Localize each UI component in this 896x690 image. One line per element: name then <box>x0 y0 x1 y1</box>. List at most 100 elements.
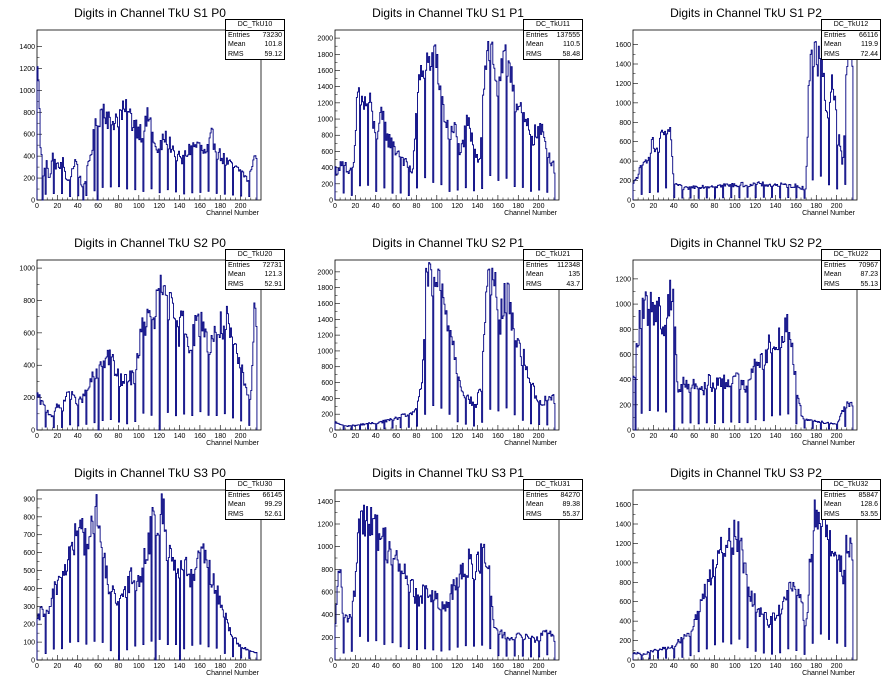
x-axis-label: Channel Number <box>504 670 558 677</box>
stats-value: 53.55 <box>860 510 878 518</box>
histogram-series <box>36 66 258 201</box>
x-tick-label: 100 <box>729 663 741 670</box>
stats-box: DC_TkU20 Entries 72731 Mean 121.3 RMS 52.91 <box>225 249 285 290</box>
histogram-series <box>632 36 854 200</box>
histogram-pad: 0 200 400 600 800 1000 1200 0 20 40 60 80 100 120 140 1… <box>597 230 895 460</box>
x-tick-label: 0 <box>333 203 337 210</box>
stats-row-rms: RMS 59.12 <box>226 50 284 60</box>
x-tick-label: 200 <box>235 433 247 440</box>
y-tick-label: 1200 <box>317 333 333 340</box>
y-tick-label: 1400 <box>19 44 35 51</box>
stats-value: 85847 <box>858 491 878 499</box>
histogram-plot: 0 200 400 600 800 1000 1200 1400 1600 1800 2000 0 20… <box>317 29 560 217</box>
x-tick-label: 100 <box>133 663 145 670</box>
stats-label: Entries <box>824 261 846 269</box>
stats-value: 112348 <box>557 261 580 269</box>
x-tick-label: 100 <box>133 433 145 440</box>
stats-box: DC_TkU21 Entries 112348 Mean 135 RMS 43.7 <box>523 249 583 290</box>
x-tick-label: 20 <box>649 203 657 210</box>
y-tick-label: 1000 <box>317 117 333 124</box>
y-tick-label: 800 <box>23 298 35 305</box>
y-tick-label: 0 <box>31 658 35 665</box>
stats-value: 87.23 <box>860 271 878 278</box>
stats-name: DC_TkU32 <box>822 480 880 491</box>
x-tick-label: 180 <box>214 663 226 670</box>
plot-title: Digits in Channel TkU S2 P2 <box>670 236 822 250</box>
stats-value: 58.48 <box>562 50 580 58</box>
y-tick-label: 2000 <box>317 269 333 276</box>
x-tick-label: 180 <box>214 433 226 440</box>
stats-label: Entries <box>228 491 250 499</box>
x-tick-label: 200 <box>533 663 545 670</box>
x-tick-label: 200 <box>235 203 247 210</box>
x-tick-label: 40 <box>372 203 380 210</box>
histogram-series <box>334 40 556 200</box>
stats-row-entries: Entries 66145 <box>226 491 284 501</box>
x-tick-label: 120 <box>749 203 761 210</box>
y-tick-label: 600 <box>23 550 35 557</box>
stats-row-entries: Entries 137555 <box>524 31 582 41</box>
histogram-plot: 0 100 200 300 400 500 600 700 800 900 0 20 40 60 80 100… <box>23 489 262 677</box>
y-tick-label: 1000 <box>317 348 333 355</box>
stats-label: Entries <box>228 31 250 39</box>
x-axis-label: Channel Number <box>802 440 856 447</box>
stats-label: Entries <box>526 31 548 39</box>
stats-label: Mean <box>228 271 246 278</box>
histogram-plot: 0 200 400 600 800 1000 1200 1400 1600 0 20 40 60 80 10… <box>615 489 858 677</box>
y-tick-label: 1200 <box>615 81 631 88</box>
plot-title: Digits in Channel TkU S3 P0 <box>74 466 226 480</box>
y-tick-label: 1000 <box>615 100 631 107</box>
y-tick-label: 200 <box>23 622 35 629</box>
y-tick-label: 1000 <box>317 544 333 551</box>
y-tick-label: 2000 <box>317 36 333 43</box>
stats-row-mean: Mean 99.29 <box>226 500 284 510</box>
stats-label: Entries <box>526 491 548 499</box>
x-tick-label: 20 <box>53 663 61 670</box>
y-tick-label: 1400 <box>317 317 333 324</box>
stats-row-rms: RMS 55.13 <box>822 280 880 290</box>
stats-value: 72731 <box>262 261 282 269</box>
stats-label: RMS <box>228 510 244 518</box>
stats-row-mean: Mean 101.8 <box>226 40 284 50</box>
y-tick-label: 200 <box>321 635 333 642</box>
stats-label: RMS <box>526 510 542 518</box>
stats-value: 52.91 <box>264 280 282 288</box>
y-tick-label: 1200 <box>317 100 333 107</box>
x-tick-label: 60 <box>94 433 102 440</box>
y-tick-label: 1000 <box>615 302 631 309</box>
stats-label: RMS <box>824 510 840 518</box>
y-tick-label: 1200 <box>19 66 35 73</box>
x-tick-label: 200 <box>831 203 843 210</box>
stats-label: Mean <box>228 41 246 48</box>
x-tick-label: 0 <box>35 663 39 670</box>
stats-box: DC_TkU11 Entries 137555 Mean 110.5 RMS 58.48 <box>523 19 583 60</box>
stats-row-mean: Mean 135 <box>524 270 582 280</box>
stats-row-mean: Mean 119.9 <box>822 40 880 50</box>
x-tick-label: 100 <box>133 203 145 210</box>
y-tick-label: 800 <box>23 110 35 117</box>
y-tick-label: 600 <box>321 590 333 597</box>
x-tick-label: 80 <box>711 433 719 440</box>
x-tick-label: 120 <box>153 433 165 440</box>
x-tick-label: 180 <box>512 663 524 670</box>
stats-row-entries: Entries 70967 <box>822 261 880 271</box>
y-tick-label: 1400 <box>317 84 333 91</box>
stats-value: 43.7 <box>566 280 580 288</box>
x-tick-label: 140 <box>770 433 782 440</box>
x-axis-label: Channel Number <box>802 670 856 677</box>
histogram-pad: 0 200 400 600 800 1000 1200 1400 1600 1800 2000 0 20… <box>299 230 597 460</box>
stats-row-rms: RMS 72.44 <box>822 50 880 60</box>
x-tick-label: 40 <box>670 203 678 210</box>
stats-row-rms: RMS 52.91 <box>226 280 284 290</box>
stats-row-rms: RMS 53.55 <box>822 510 880 520</box>
stats-value: 59.12 <box>264 50 282 58</box>
y-tick-label: 200 <box>23 176 35 183</box>
x-tick-label: 60 <box>392 433 400 440</box>
y-tick-label: 1600 <box>615 502 631 509</box>
stats-name: DC_TkU21 <box>524 250 582 261</box>
x-tick-label: 160 <box>194 433 206 440</box>
x-tick-label: 140 <box>174 203 186 210</box>
stats-value: 70967 <box>858 261 878 269</box>
stats-row-rms: RMS 55.37 <box>524 510 582 520</box>
y-tick-label: 400 <box>619 619 631 626</box>
